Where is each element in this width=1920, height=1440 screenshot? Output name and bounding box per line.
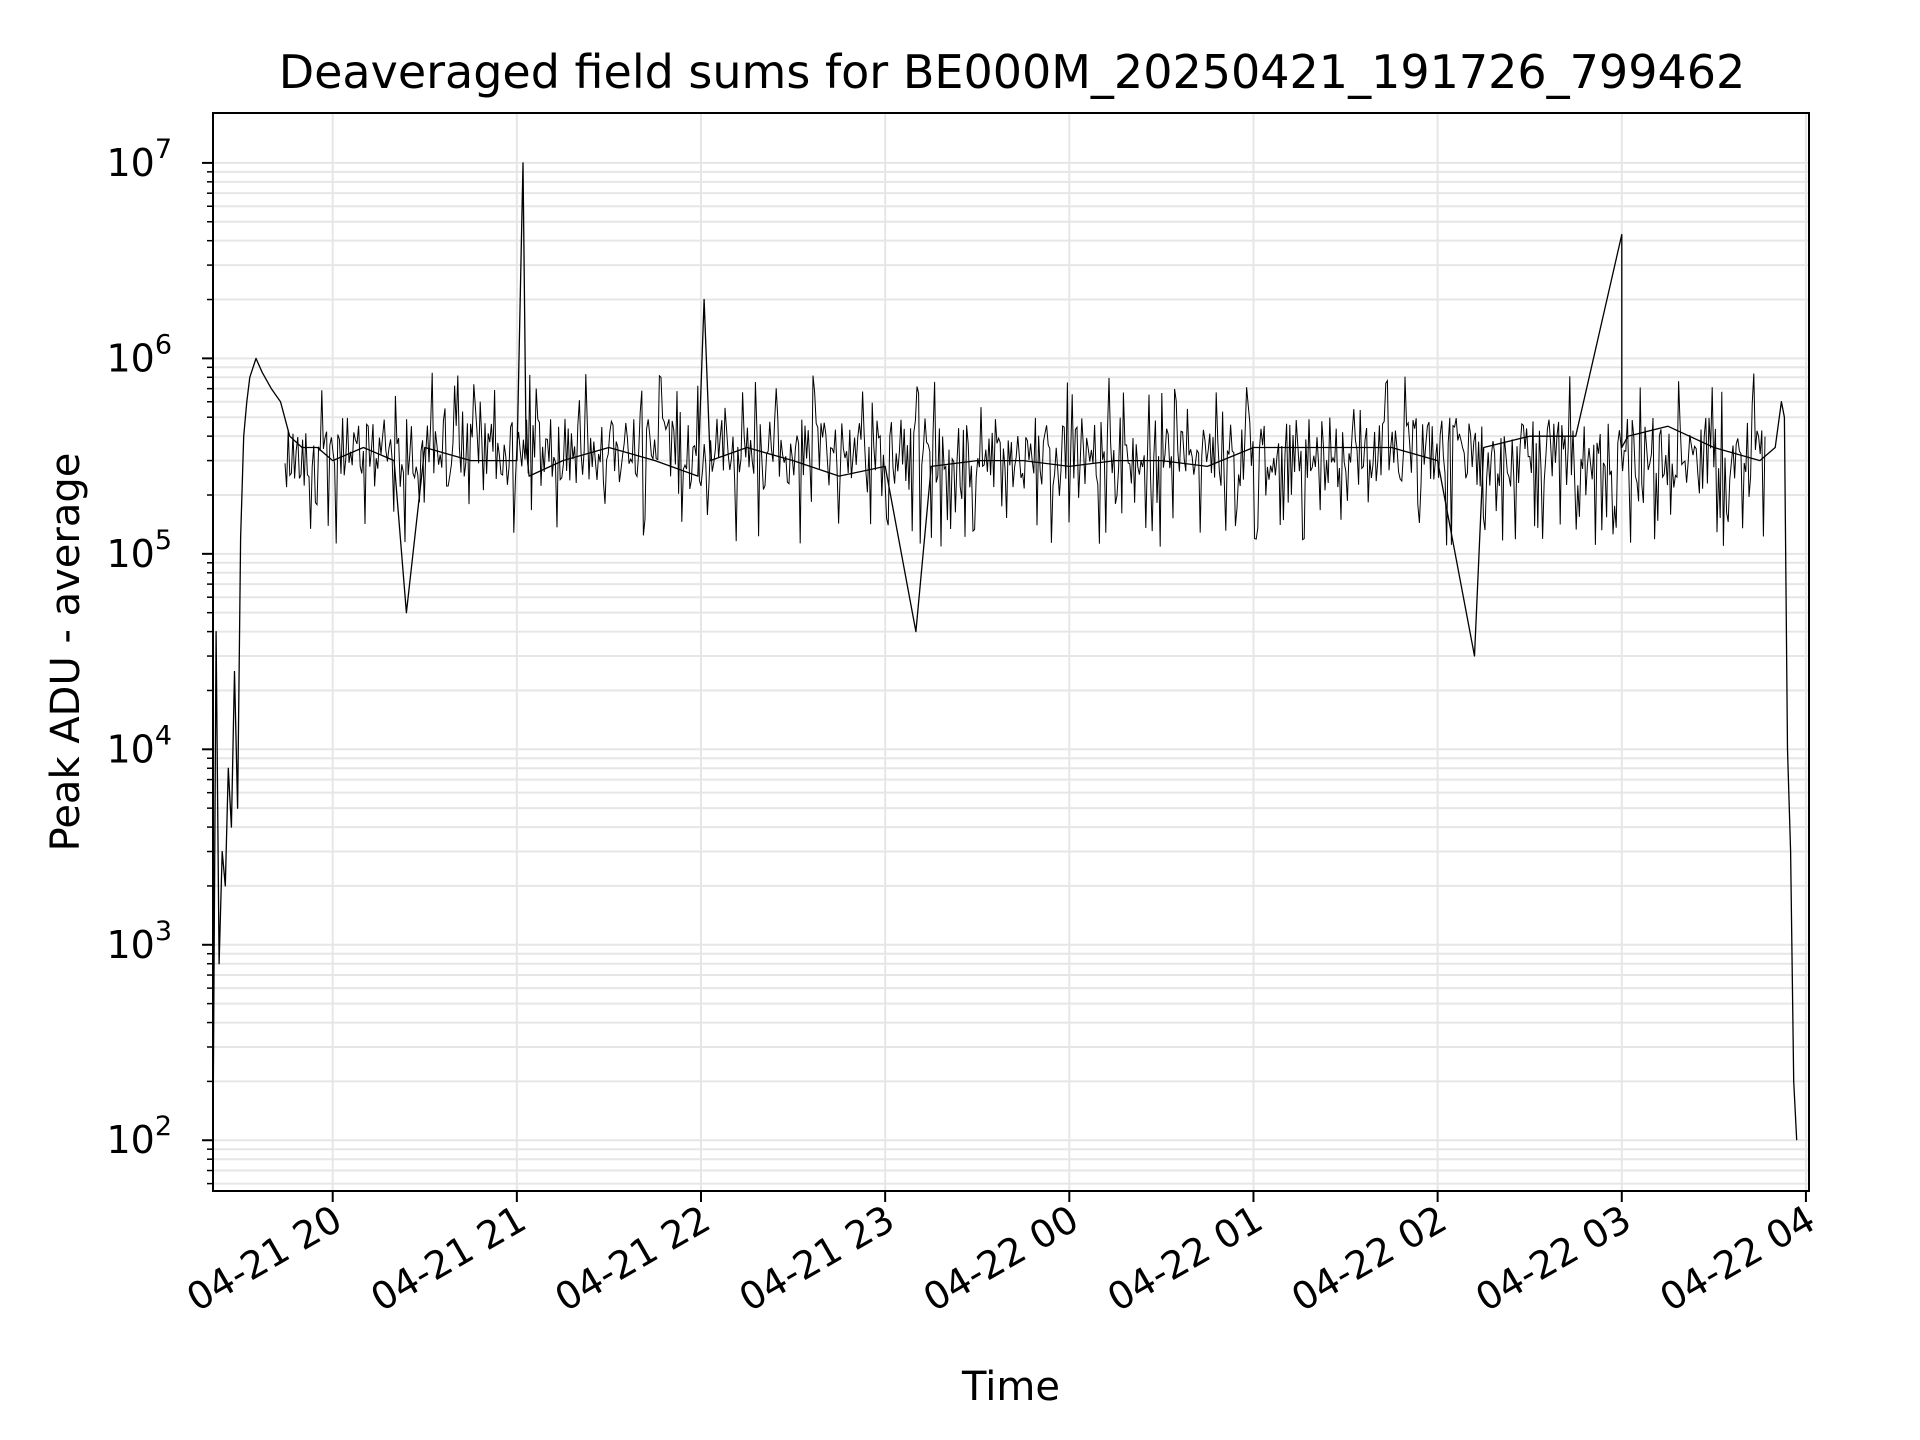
y-tick-label: 107	[106, 134, 172, 185]
grid-lines	[213, 113, 1809, 1191]
x-tick-label: 04-22 02	[1284, 1197, 1454, 1321]
chart-title: Deaveraged field sums for BE000M_2025042…	[279, 45, 1746, 99]
x-tick-label: 04-22 01	[1100, 1197, 1270, 1321]
y-tick-label: 103	[106, 916, 172, 967]
y-tick-label: 104	[106, 720, 172, 771]
x-axis-label: Time	[961, 1364, 1060, 1410]
x-tick-label: 04-22 00	[916, 1197, 1086, 1321]
x-tick-label: 04-21 21	[363, 1197, 533, 1321]
y-tick-label: 106	[106, 329, 172, 380]
y-tick-label: 102	[106, 1111, 172, 1162]
plot-frame	[212, 112, 1810, 1192]
x-tick-label: 04-21 23	[732, 1197, 902, 1321]
x-tick-label: 04-22 03	[1468, 1197, 1638, 1321]
y-axis-label: Peak ADU - average	[43, 453, 89, 852]
plot-data	[212, 162, 1798, 1141]
x-tick-label: 04-21 22	[548, 1197, 718, 1321]
x-axis: 04-21 20 04-21 21 04-21 22 04-21 23 04-22 00…	[179, 1191, 1822, 1320]
y-tick-label: 105	[106, 525, 172, 576]
series-line	[212, 162, 1798, 1141]
x-tick-label: 04-22 04	[1652, 1197, 1822, 1321]
x-tick-label: 04-21 20	[179, 1197, 349, 1321]
y-axis: 102 103 104 105 106 107	[106, 134, 213, 1185]
spark-line	[284, 372, 1766, 547]
